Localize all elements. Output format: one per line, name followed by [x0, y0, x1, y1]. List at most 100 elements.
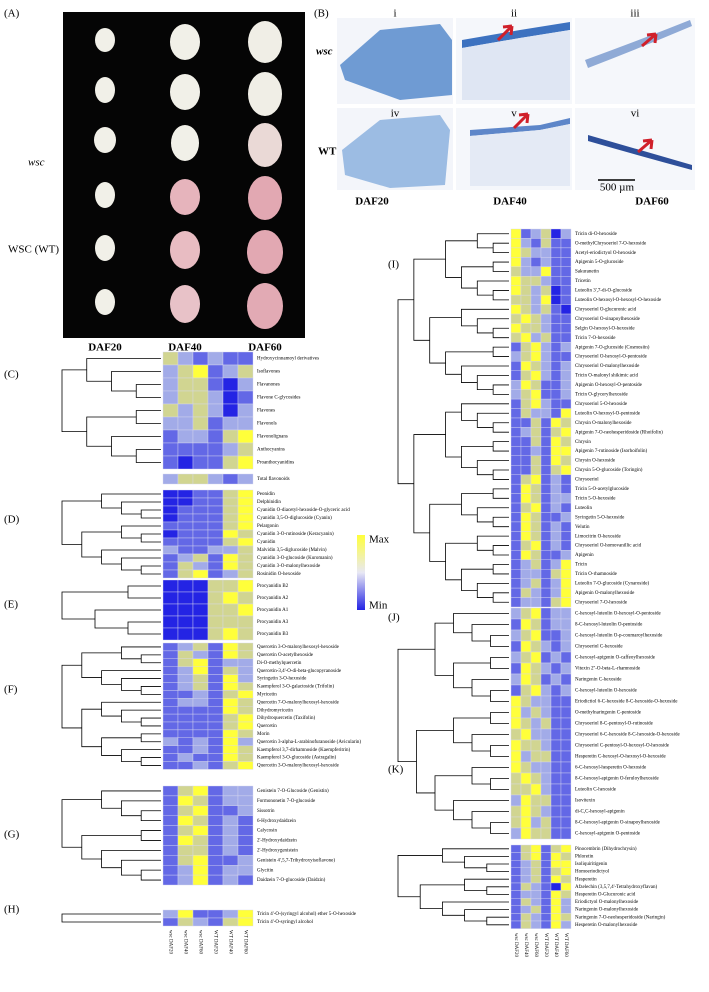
heatmap-cell — [237, 377, 254, 392]
heatmap-cell — [550, 750, 562, 763]
heatmap-cell — [207, 364, 224, 379]
heatmap-cell — [520, 875, 532, 884]
panel-label: (E) — [4, 599, 18, 611]
panel-label: (D) — [4, 514, 20, 526]
heatmap-cell — [560, 867, 572, 876]
heatmap-cell — [530, 304, 542, 315]
row-label: WSC (WT) — [8, 244, 59, 256]
row-label: Tricin 5-O-hexoside — [575, 496, 616, 501]
heatmap-cell — [222, 603, 239, 617]
heatmap-cell — [510, 816, 522, 829]
heatmap-cell — [530, 266, 542, 277]
row-label: Selgin O-hexosyl-O-hexoside — [575, 326, 635, 331]
heatmap-cell — [520, 247, 532, 258]
heatmap-cell — [237, 729, 254, 739]
heatmap-cell — [540, 860, 552, 869]
heatmap-cell — [550, 618, 562, 631]
heatmap-cell — [560, 521, 572, 532]
row-label: 2'-Hydroxydaidzein — [257, 839, 297, 844]
heatmap-cell — [540, 304, 552, 315]
heatmap-cell — [177, 377, 194, 392]
heatmap-cell — [530, 446, 542, 457]
heatmap-cell — [207, 473, 224, 485]
heatmap-cell — [177, 845, 194, 856]
panel-label: (C) — [4, 369, 19, 381]
heatmap-cell — [560, 852, 572, 861]
heatmap-cell — [560, 417, 572, 428]
heatmap-cell — [550, 436, 562, 447]
heatmap-cell — [237, 658, 254, 667]
heatmap-cell — [237, 745, 254, 754]
heatmap-cell — [530, 728, 542, 741]
heatmap-cell — [192, 917, 209, 927]
heatmap-cell — [192, 537, 209, 547]
heatmap-cell — [540, 783, 552, 796]
dendrogram — [476, 507, 509, 523]
heatmap-cell — [530, 875, 542, 884]
heatmap-cell — [510, 398, 522, 409]
heatmap-cell — [520, 521, 532, 532]
heatmap-cell — [162, 721, 179, 731]
heatmap-cell — [540, 351, 552, 362]
heatmap-cell — [207, 658, 224, 667]
heatmap-cell — [550, 465, 562, 475]
heatmap-cell — [177, 909, 194, 919]
heatmap-cell — [510, 361, 522, 371]
heatmap-cell — [207, 729, 224, 739]
heatmap-cell — [192, 785, 209, 797]
heatmap-cell — [530, 389, 542, 400]
heatmap-cell — [530, 483, 542, 494]
heatmap-cell — [540, 739, 552, 752]
heatmap-cell — [510, 717, 522, 730]
heatmap-cell — [162, 666, 179, 675]
row-label: Cyanidin — [257, 540, 276, 545]
heatmap-cell — [510, 569, 522, 579]
heatmap-cell — [510, 875, 522, 884]
heatmap-cell — [177, 658, 194, 667]
heatmap-cell — [520, 629, 532, 642]
heatmap-cell — [540, 512, 552, 523]
dendrogram — [61, 500, 102, 545]
row-label: C-hexosyl-luteolin O-hexoside — [575, 689, 638, 694]
heatmap-cell — [207, 561, 224, 571]
heatmap-cell — [510, 512, 522, 523]
heatmap-cell — [222, 682, 239, 691]
heatmap-cell — [540, 380, 552, 390]
heatmap-cell — [177, 865, 194, 876]
heatmap-cell — [192, 473, 209, 485]
row-label: 8-C-hexosyl-apigenin O-sinapoylhexoside — [575, 821, 661, 826]
heatmap-cell — [540, 651, 552, 664]
heatmap-cell — [192, 795, 209, 807]
row-label: Tricin O-malonyl shikimic acid — [575, 374, 639, 379]
heatmap-cell — [560, 559, 572, 570]
heatmap-cell — [540, 772, 552, 785]
heatmap-cell — [530, 844, 542, 853]
heatmap-cell — [177, 698, 194, 707]
heatmap-cell — [177, 835, 194, 846]
heatmap-cell — [540, 228, 552, 239]
heatmap-cell — [207, 713, 224, 723]
heatmap-cell — [207, 815, 224, 826]
heatmap-cell — [560, 389, 572, 400]
heatmap-cell — [540, 247, 552, 258]
heatmap-cell — [550, 852, 562, 861]
heatmap-cell — [540, 578, 552, 589]
heatmap-cell — [237, 713, 254, 723]
heatmap-cell — [192, 390, 209, 405]
heatmap-cell — [192, 874, 209, 886]
heatmap-cell — [192, 615, 209, 629]
column-label: WT DAF60 — [242, 930, 247, 954]
heatmap-cell — [540, 370, 552, 381]
heatmap-cell — [510, 228, 522, 239]
heatmap-cell — [510, 867, 522, 876]
heatmap-cell — [550, 783, 562, 796]
heatmap-cell — [540, 794, 552, 807]
dendrogram — [492, 592, 509, 603]
row-label: Chrysoeriol O-glucuronic acid — [575, 307, 637, 312]
heatmap-cell — [162, 698, 179, 707]
heatmap-cell — [177, 553, 194, 563]
heatmap-cell — [530, 852, 542, 861]
heatmap-cell — [520, 578, 532, 589]
heatmap-cell — [222, 579, 239, 593]
